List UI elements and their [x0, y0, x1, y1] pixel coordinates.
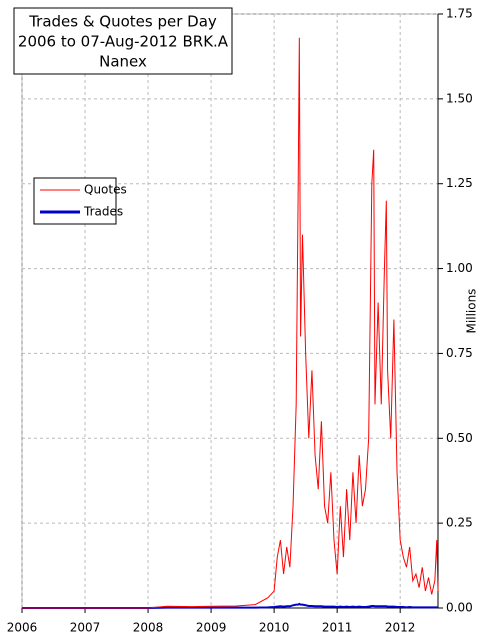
y-tick-label: 1.50	[446, 91, 473, 105]
legend-label: Quotes	[84, 183, 127, 197]
y-axis-label: Millions	[465, 289, 479, 334]
x-tick-label: 2007	[70, 621, 101, 635]
x-tick-label: 2012	[385, 621, 416, 635]
legend-label: Trades	[83, 205, 123, 219]
legend-box	[33, 177, 117, 225]
y-tick-label: 1.00	[446, 261, 473, 275]
series-line	[22, 602, 438, 609]
x-tick-label: 2006	[7, 621, 38, 635]
chart-title: 2006 to 07-Aug-2012 BRK.A	[18, 33, 229, 51]
x-tick-label: 2011	[322, 621, 353, 635]
x-tick-label: 2010	[259, 621, 290, 635]
x-tick-label: 2008	[133, 621, 164, 635]
x-tick-label: 2009	[196, 621, 227, 635]
chart-title: Nanex	[99, 53, 147, 71]
chart-title: Trades & Quotes per Day	[28, 13, 217, 31]
series-line	[22, 37, 439, 609]
y-tick-label: 1.25	[446, 176, 473, 190]
y-tick-label: 0.50	[446, 431, 473, 445]
y-tick-label: 0.25	[446, 516, 473, 530]
y-tick-label: 1.75	[446, 7, 473, 21]
plot-area	[21, 13, 439, 609]
y-tick-label: 0.00	[446, 601, 473, 615]
y-tick-label: 0.75	[446, 346, 473, 360]
title-box	[13, 7, 233, 75]
